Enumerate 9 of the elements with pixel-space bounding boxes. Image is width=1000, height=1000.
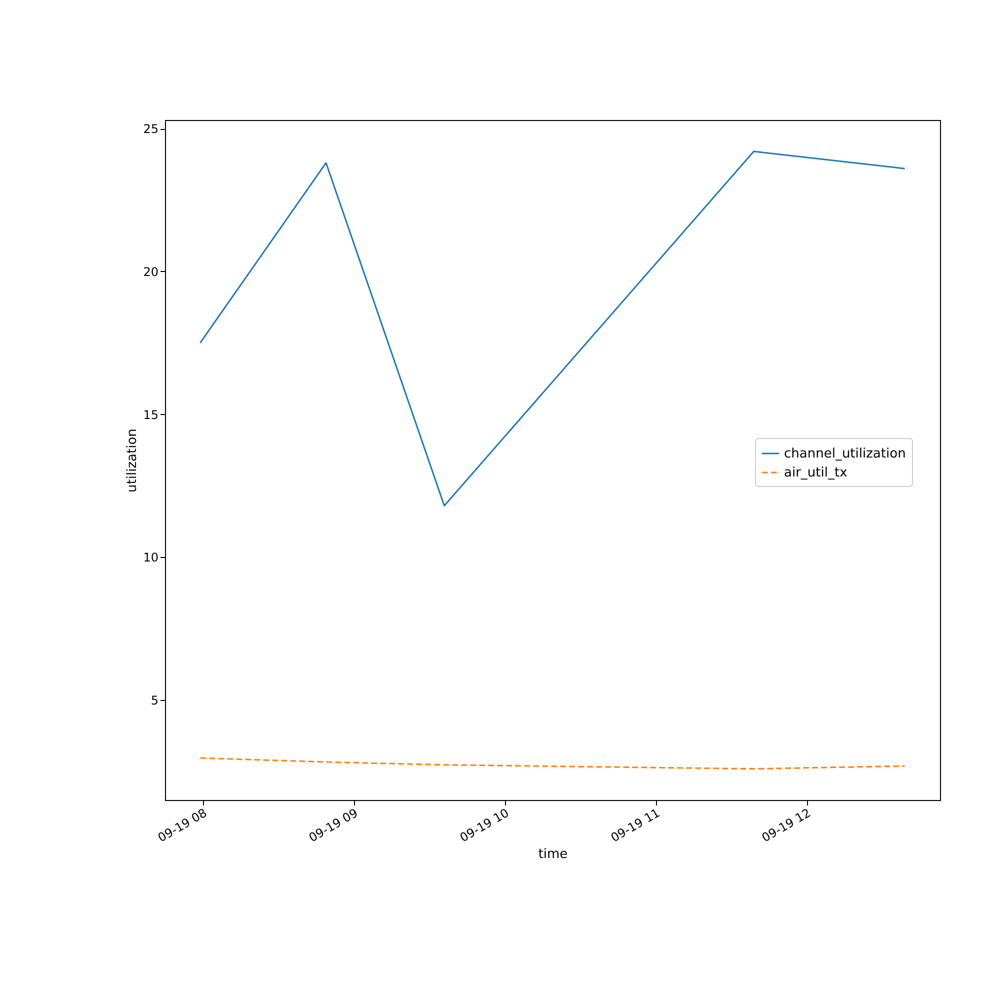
y-tick-label: 15: [143, 408, 158, 422]
legend-label: air_util_tx: [784, 466, 848, 480]
x-axis-title: time: [538, 847, 568, 862]
y-axis-title: utilization: [125, 428, 140, 492]
y-tick-label: 20: [143, 264, 158, 279]
y-tick-label: 25: [143, 122, 158, 136]
y-tick-label: 5: [150, 694, 158, 708]
legend-label: channel_utilization: [784, 446, 906, 462]
y-tick-label: 10: [143, 550, 158, 565]
